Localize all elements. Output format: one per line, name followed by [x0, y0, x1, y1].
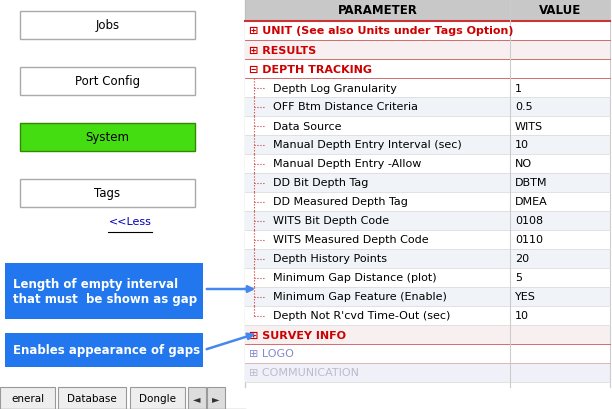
Text: ⊟ DEPTH TRACKING: ⊟ DEPTH TRACKING	[249, 64, 372, 74]
Text: WITS: WITS	[515, 121, 543, 131]
Text: 0110: 0110	[515, 235, 543, 245]
Bar	[245, 325, 610, 344]
Bar	[20, 12, 195, 40]
Bar	[245, 136, 610, 155]
Bar	[245, 98, 610, 117]
Text: Depth Not R'cvd Time-Out (sec): Depth Not R'cvd Time-Out (sec)	[273, 311, 450, 321]
Text: 0.5: 0.5	[515, 102, 532, 112]
Text: NO: NO	[515, 159, 532, 169]
Text: DMEA: DMEA	[515, 197, 548, 207]
Bar	[5, 263, 203, 319]
Bar	[5, 333, 203, 367]
Bar	[245, 287, 610, 306]
Text: OFF Btm Distance Criteria: OFF Btm Distance Criteria	[273, 102, 418, 112]
Bar	[20, 68, 195, 96]
Bar	[0, 387, 55, 409]
Text: ⊞ LOGO: ⊞ LOGO	[249, 348, 294, 359]
Bar	[245, 173, 610, 193]
Text: WITS Bit Depth Code: WITS Bit Depth Code	[273, 216, 389, 226]
Bar	[245, 249, 610, 268]
Text: Manual Depth Entry -Allow: Manual Depth Entry -Allow	[273, 159, 422, 169]
Text: ⊞ COMMUNICATION: ⊞ COMMUNICATION	[249, 368, 359, 378]
Text: 5: 5	[515, 273, 522, 283]
Text: ⊞ SURVEY INFO: ⊞ SURVEY INFO	[249, 330, 346, 339]
Bar	[245, 306, 610, 325]
Text: Local: Local	[405, 153, 475, 196]
Bar	[20, 180, 195, 207]
Bar	[245, 211, 610, 230]
Text: 0108: 0108	[515, 216, 543, 226]
Text: 10: 10	[515, 311, 529, 321]
Text: WITS Measured Depth Code: WITS Measured Depth Code	[273, 235, 428, 245]
Bar	[245, 230, 610, 249]
Bar	[245, 0, 610, 22]
Bar	[245, 268, 610, 287]
Bar	[245, 22, 610, 41]
Text: Jobs: Jobs	[95, 20, 119, 32]
Text: DD Bit Depth Tag: DD Bit Depth Tag	[273, 178, 368, 188]
Text: Local: Local	[503, 178, 557, 211]
Bar	[245, 117, 610, 136]
Text: <<Less: <<Less	[108, 216, 151, 227]
Text: Database: Database	[67, 393, 117, 403]
Bar	[245, 193, 610, 211]
Text: Length of empty interval
that must  be shown as gap: Length of empty interval that must be sh…	[13, 277, 197, 305]
Bar	[245, 41, 610, 60]
Text: Depth Log Granularity: Depth Log Granularity	[273, 83, 397, 93]
Text: Minimum Gap Distance (plot): Minimum Gap Distance (plot)	[273, 273, 436, 283]
Text: PARAMETER: PARAMETER	[338, 4, 417, 18]
Bar	[245, 363, 610, 382]
Text: Tags: Tags	[94, 187, 121, 200]
Bar	[188, 387, 206, 409]
Text: DBTM: DBTM	[515, 178, 548, 188]
Bar	[245, 60, 610, 79]
Text: eneral: eneral	[11, 393, 44, 403]
Text: DD Measured Depth Tag: DD Measured Depth Tag	[273, 197, 408, 207]
Text: System: System	[86, 131, 130, 144]
Text: ⊞ UNIT (See also Units under Tags Option): ⊞ UNIT (See also Units under Tags Option…	[249, 27, 513, 36]
Bar	[207, 387, 225, 409]
Text: 20: 20	[515, 254, 529, 264]
Bar	[245, 344, 610, 363]
Bar	[245, 155, 610, 173]
Text: ⊞ RESULTS: ⊞ RESULTS	[249, 45, 316, 55]
Text: Port Config: Port Config	[75, 75, 140, 88]
Text: Dongle: Dongle	[139, 393, 176, 403]
Bar	[245, 79, 610, 98]
Text: Minimum Gap Feature (Enable): Minimum Gap Feature (Enable)	[273, 292, 447, 302]
Text: VALUE: VALUE	[539, 4, 581, 18]
Bar	[130, 387, 185, 409]
Text: 10: 10	[515, 140, 529, 150]
Text: YES: YES	[515, 292, 536, 302]
Text: ►: ►	[212, 393, 220, 403]
Text: Depth History Points: Depth History Points	[273, 254, 387, 264]
Text: ◄: ◄	[193, 393, 201, 403]
Bar	[20, 124, 195, 152]
Text: Enables appearance of gaps: Enables appearance of gaps	[13, 344, 200, 357]
Text: 1: 1	[515, 83, 522, 93]
Text: Manual Depth Entry Interval (sec): Manual Depth Entry Interval (sec)	[273, 140, 461, 150]
Text: Data Source: Data Source	[273, 121, 341, 131]
Bar	[58, 387, 126, 409]
Bar	[0, 0, 245, 409]
